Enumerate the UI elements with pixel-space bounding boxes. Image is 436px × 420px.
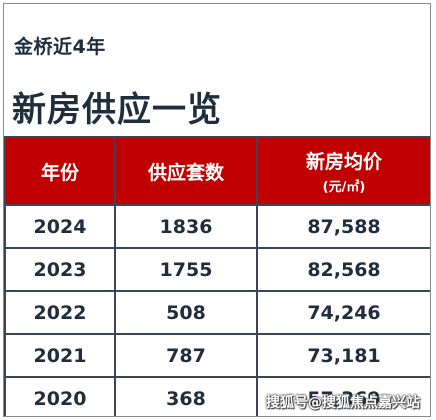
cell-year: 2023: [4, 247, 116, 292]
subtitle: 金桥近4年: [14, 36, 106, 58]
supply-table: 年份 供应套数 新房均价 (元/㎡) 2024 1836 87,588 2023…: [4, 136, 430, 416]
table-header-row: 年份 供应套数 新房均价 (元/㎡): [4, 136, 430, 206]
cell-units: 368: [114, 376, 258, 416]
cell-price: 74,246: [256, 290, 430, 335]
header-price: 新房均价 (元/㎡): [256, 136, 430, 206]
cell-year: 2021: [4, 333, 116, 378]
header-year: 年份: [4, 136, 116, 206]
header-units: 供应套数: [114, 136, 258, 206]
cell-year: 2022: [4, 290, 116, 335]
cell-price: 87,588: [256, 204, 430, 249]
table-row: 2020 368 57,369: [4, 376, 430, 416]
cell-price: 57,369: [256, 376, 430, 416]
cell-units: 787: [114, 333, 258, 378]
cell-year: 2020: [4, 376, 116, 416]
cell-price: 82,568: [256, 247, 430, 292]
cell-price: 73,181: [256, 333, 430, 378]
table-row: 2024 1836 87,588: [4, 204, 430, 249]
cell-year: 2024: [4, 204, 116, 249]
table-row: 2021 787 73,181: [4, 333, 430, 378]
table-row: 2022 508 74,246: [4, 290, 430, 335]
header-price-unit: (元/㎡): [322, 180, 366, 195]
header-price-label: 新房均价: [305, 151, 382, 173]
cell-units: 508: [114, 290, 258, 335]
cell-units: 1755: [114, 247, 258, 292]
watermark: 搜狐号@搜狐焦点嘉兴站: [266, 395, 420, 411]
table-row: 2023 1755 82,568: [4, 247, 430, 292]
cell-units: 1836: [114, 204, 258, 249]
page-title: 新房供应一览: [12, 90, 222, 130]
supply-card: 金桥近4年 新房供应一览 年份 供应套数 新房均价 (元/㎡) 2024 183…: [3, 3, 431, 417]
